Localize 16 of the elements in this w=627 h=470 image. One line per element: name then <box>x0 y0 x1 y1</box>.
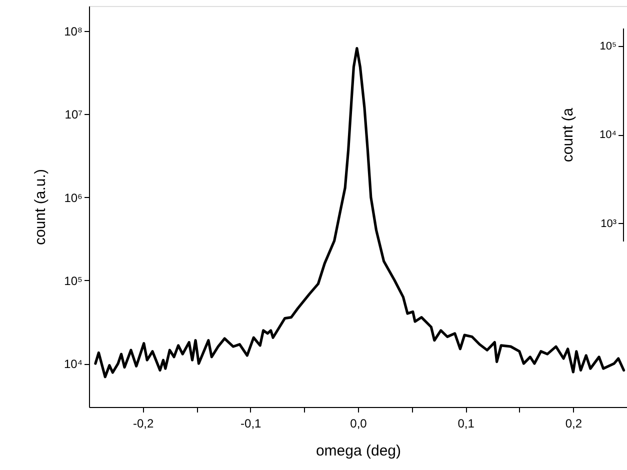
y-tick-label: 10⁷ <box>64 108 82 122</box>
x-tick-label: 0,2 <box>565 416 582 430</box>
x-tick-label: -0,2 <box>132 416 154 430</box>
annotation: 10⁵ <box>600 40 616 52</box>
y-tick-label: 10⁸ <box>64 24 82 39</box>
x-tick-label: 0,0 <box>350 416 368 430</box>
annotation: 10³ <box>600 218 617 230</box>
y-tick-label: 10⁵ <box>64 274 83 288</box>
x-axis-title: omega (deg) <box>316 442 402 460</box>
annotation: 10⁴ <box>600 129 617 141</box>
y-tick-label: 10⁴ <box>64 357 82 372</box>
x-tick-label: -0,1 <box>240 416 262 430</box>
text: count (a <box>560 107 577 162</box>
y-tick-label: 10⁶ <box>64 190 83 205</box>
x-tick-label: 0,1 <box>458 416 475 430</box>
y-axis-title: count (a.u.) <box>32 169 49 245</box>
